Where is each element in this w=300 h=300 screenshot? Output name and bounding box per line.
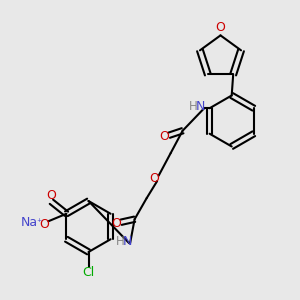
Text: Na: Na xyxy=(20,216,38,229)
Text: O: O xyxy=(46,189,56,202)
Text: O: O xyxy=(149,172,159,184)
Text: O: O xyxy=(39,218,49,231)
Text: O: O xyxy=(111,217,121,230)
Text: N: N xyxy=(195,100,205,113)
Text: ⁺: ⁺ xyxy=(36,218,41,228)
Text: N: N xyxy=(122,235,132,248)
Text: H: H xyxy=(189,100,197,113)
Text: Cl: Cl xyxy=(82,266,94,280)
Text: O: O xyxy=(159,130,169,143)
Text: O: O xyxy=(216,21,225,34)
Text: H: H xyxy=(116,235,125,248)
